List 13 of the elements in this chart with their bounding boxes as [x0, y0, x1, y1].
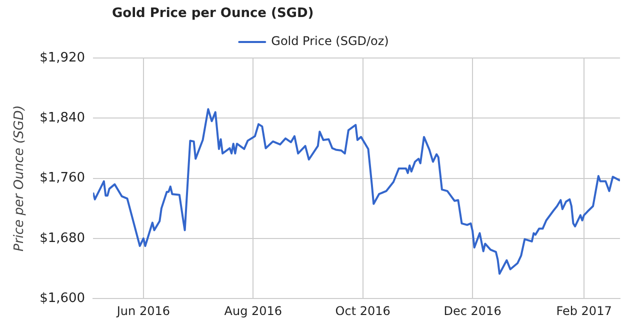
x-tick-label: Dec 2016 [444, 304, 502, 318]
x-tick-label: Aug 2016 [224, 304, 282, 318]
x-tick-label: Oct 2016 [335, 304, 390, 318]
x-tick-label: Feb 2017 [556, 304, 612, 318]
legend-label: Gold Price (SGD/oz) [271, 34, 389, 48]
y-tick-label: $1,760 [40, 170, 86, 186]
y-tick-label: $1,920 [40, 50, 86, 66]
y-tick-label: $1,840 [40, 110, 86, 126]
x-tick-label: Jun 2016 [116, 304, 170, 318]
y-axis-title: Price per Ounce (SGD) [12, 105, 28, 252]
chart-title: Gold Price per Ounce (SGD) [112, 6, 314, 21]
y-tick-label: $1,680 [40, 230, 86, 246]
y-tick-label: $1,600 [40, 290, 86, 306]
